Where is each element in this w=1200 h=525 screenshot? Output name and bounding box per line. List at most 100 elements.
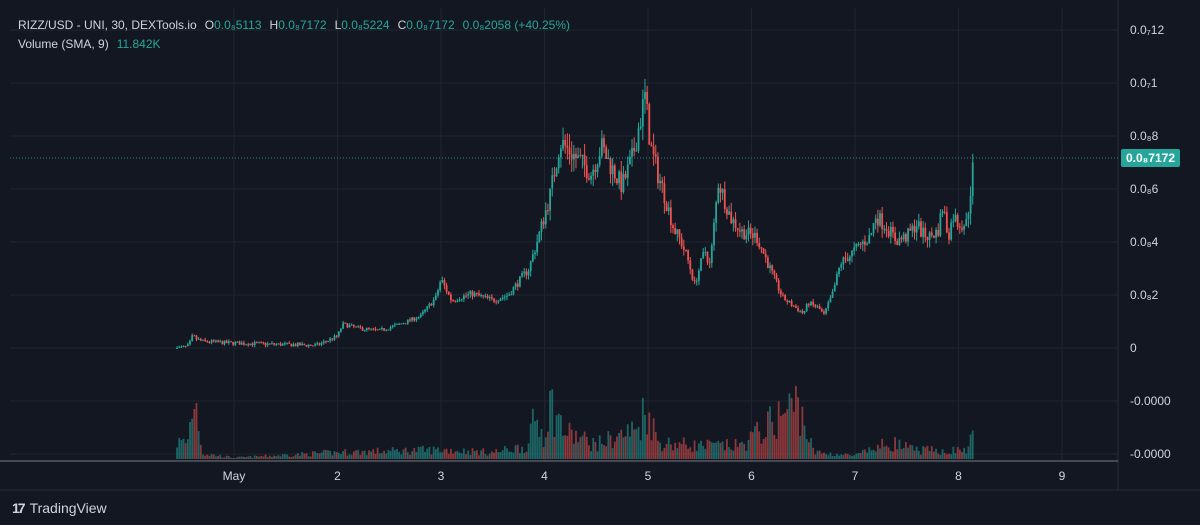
candle-body (920, 221, 922, 237)
candle-body (521, 273, 523, 277)
candle-body (473, 293, 476, 297)
candle-body (667, 207, 670, 212)
tradingview-logo[interactable]: 17 TradingView (12, 500, 107, 516)
candle-body (195, 335, 198, 340)
volume-bar (447, 453, 450, 459)
volume-bar (503, 446, 506, 459)
candle-body (788, 300, 791, 303)
volume-bar (516, 444, 519, 459)
volume-bar (411, 451, 414, 459)
volume-bar (764, 437, 767, 459)
candle-body (458, 300, 461, 302)
candle-body (790, 300, 793, 306)
candle-body (581, 154, 584, 157)
volume-bar (631, 421, 633, 459)
candle-body (851, 250, 853, 257)
volume-bar (637, 426, 640, 459)
volume-bar (527, 443, 530, 459)
volume-bar (732, 450, 735, 459)
candle-body (911, 225, 914, 231)
volume-bar (954, 453, 957, 459)
candle-body (534, 252, 536, 255)
volume-bar (721, 441, 724, 459)
volume-bar (247, 456, 250, 459)
x-tick-label: 6 (748, 469, 755, 483)
candle-body (383, 328, 385, 331)
candle-body (935, 229, 937, 238)
candle-body (577, 155, 580, 159)
volume-label[interactable]: Volume (SMA, 9) (18, 37, 109, 51)
candle-body (583, 154, 586, 166)
volume-bar (896, 449, 899, 459)
symbol-info[interactable]: RIZZ/USD - UNI, 30, DEXTools.io (18, 18, 197, 32)
candle-body (219, 341, 222, 343)
candle-body (723, 189, 726, 209)
candle-body (902, 233, 905, 240)
volume-bar (378, 453, 381, 459)
volume-bar (281, 454, 284, 459)
ohlc-legend: RIZZ/USD - UNI, 30, DEXTools.io O 0.0₈51… (18, 18, 570, 32)
candle-body (904, 233, 907, 242)
volume-bar (657, 440, 659, 459)
volume-bar (907, 447, 909, 459)
candle-body (792, 305, 795, 307)
candle-body (441, 280, 444, 283)
candle-body (404, 323, 407, 325)
candle-body (704, 251, 707, 253)
candle-body (956, 214, 959, 227)
candle-body (214, 340, 217, 342)
candle-body (611, 165, 614, 175)
volume-bar (969, 434, 972, 459)
volume-bar (706, 439, 709, 459)
candle-body (864, 241, 866, 245)
volume-bar (943, 452, 946, 459)
volume-bar (592, 437, 595, 459)
candle-body (624, 174, 627, 178)
candle-body (465, 295, 467, 297)
candle-body (361, 327, 364, 331)
volume-bar (180, 440, 183, 459)
volume-bar (853, 455, 856, 459)
candle-body (620, 171, 623, 193)
candle-body (344, 322, 347, 324)
candle-body (400, 323, 403, 325)
volume-bar (797, 397, 799, 459)
volume-bar (551, 389, 554, 459)
candle-body (760, 247, 763, 249)
volume-bar (370, 451, 373, 459)
candle-body (208, 342, 211, 344)
x-tick-label: 3 (438, 469, 445, 483)
candle-body (314, 344, 316, 346)
candle-body (784, 295, 787, 301)
volume-bar (525, 451, 528, 459)
low-label: L (334, 18, 342, 32)
candle-body (342, 322, 345, 329)
x-tick-label: 2 (334, 469, 341, 483)
volume-bar (702, 445, 705, 459)
volume-bar (486, 455, 489, 459)
volume-bar (176, 447, 178, 459)
candle-body (536, 241, 539, 253)
volume-bar (719, 442, 722, 459)
volume-bar (665, 444, 668, 459)
volume-bar (443, 449, 446, 459)
candle-body (368, 327, 370, 329)
candle-body (547, 210, 549, 212)
candle-body (471, 291, 474, 297)
candle-body (943, 211, 946, 213)
candle-body (346, 323, 349, 328)
volume-bar (741, 441, 743, 459)
y-tick-label: 0.0₇1 (1130, 76, 1158, 90)
candle-body (665, 203, 668, 212)
candle-body (641, 99, 644, 127)
close-value: 0.0₈7172 (406, 18, 455, 32)
candle-body (715, 202, 718, 223)
volume-bar (730, 449, 733, 459)
candle-body (741, 229, 743, 232)
candle-body (868, 235, 871, 244)
volume-bar (844, 453, 847, 459)
candle-body (775, 274, 778, 281)
candle-body (663, 183, 666, 204)
volume-bar (820, 453, 823, 459)
